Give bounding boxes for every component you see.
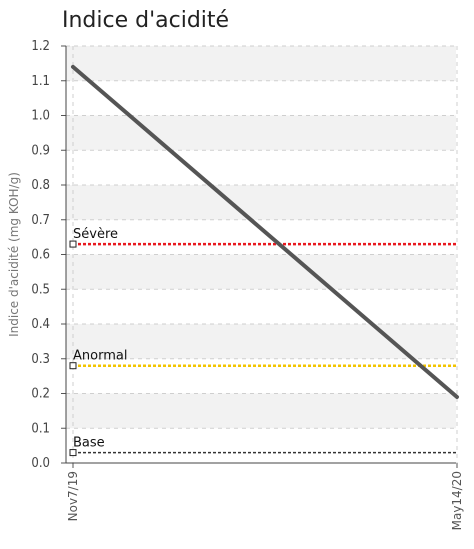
- threshold-label: Sévère: [73, 227, 118, 242]
- axes: 0.0 0.1 0.2 0.3 0.4 0.5 0.6 0.7 0.8 0.9 1.0 1.1 1.2 N…: [31, 39, 464, 530]
- y-tick-label: 0.7: [31, 213, 50, 228]
- threshold-lines: Sévère Anormal Base: [69, 227, 456, 457]
- threshold-label: Base: [73, 436, 105, 451]
- y-tick-label: 0.5: [31, 282, 50, 297]
- y-tick-label: 1.2: [31, 39, 50, 54]
- background-band: [66, 185, 456, 220]
- threshold-marker: [69, 240, 77, 248]
- y-tick-label: 0.1: [31, 421, 50, 436]
- x-tick-label: Nov7/19: [66, 471, 80, 521]
- y-tick-label: 1.0: [31, 109, 50, 124]
- gridlines: [66, 45, 458, 463]
- series: [71, 64, 459, 399]
- threshold-marker: [69, 362, 77, 370]
- y-tick-label: 0.4: [31, 317, 50, 332]
- y-tick-label: 0.9: [31, 143, 50, 158]
- background-band: [66, 393, 456, 429]
- background-band: [66, 46, 456, 81]
- plot-background: [66, 46, 456, 429]
- y-tick-label: 0.2: [31, 387, 50, 402]
- background-band: [66, 254, 456, 290]
- x-tick-label: May14/20: [450, 471, 464, 530]
- y-tick-label: 0.0: [31, 456, 50, 471]
- background-band: [66, 115, 456, 151]
- chart-title: Indice d'acidité: [62, 8, 229, 33]
- series-line: [71, 64, 459, 399]
- threshold-marker: [69, 449, 77, 457]
- threshold-label: Anormal: [73, 349, 127, 364]
- y-axis-label: Indice d'acidité (mg KOH/g): [7, 172, 21, 337]
- y-tick-label: 0.3: [31, 352, 50, 367]
- y-tick-label: 1.1: [31, 74, 50, 89]
- y-tick-label: 0.8: [31, 178, 50, 193]
- y-tick-label: 0.6: [31, 248, 50, 263]
